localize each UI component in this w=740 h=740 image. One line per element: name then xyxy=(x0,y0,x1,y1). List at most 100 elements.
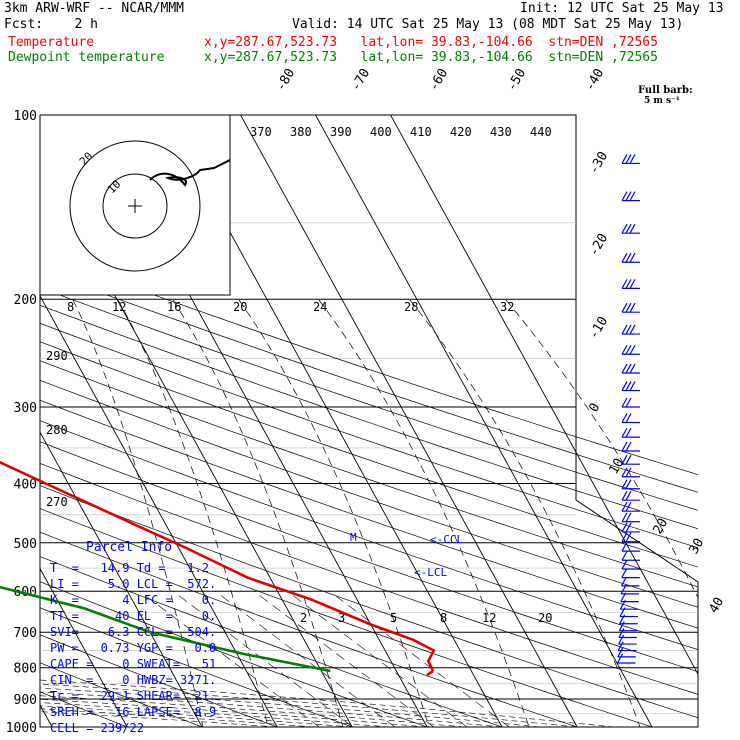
wind-barb-flag xyxy=(621,427,628,438)
wind-barb-flag xyxy=(629,324,636,335)
parcel-info-row: PW = 0.73 YGP = 0.0 xyxy=(50,641,217,655)
speed-curve xyxy=(318,299,530,727)
isotherm-line xyxy=(40,294,278,727)
moist-adiabat xyxy=(40,679,615,727)
pressure-tick-label: 300 xyxy=(14,401,37,416)
temperature-location: x,y=287.67,523.73 lat,lon= 39.83,-104.66… xyxy=(204,35,658,50)
skewt-temp-label: 40 xyxy=(706,595,727,616)
wind-barb-flag xyxy=(625,532,632,542)
dry-adiabat xyxy=(40,556,503,727)
wind-barb-flag xyxy=(629,302,636,313)
skewt-temp-label: -40 xyxy=(582,66,607,94)
wind-barb-flag xyxy=(625,397,632,408)
wind-barb-flag xyxy=(620,592,627,602)
wind-barb-flag xyxy=(621,154,628,164)
wind-barb-flag xyxy=(629,363,636,374)
wind-barb-flag xyxy=(618,634,625,645)
speed-curve xyxy=(72,299,204,727)
dry-adiabat xyxy=(40,253,698,475)
parcel-info-row: SREH = 16 LAPSE= 8.9 xyxy=(50,705,217,719)
wind-barb-flag xyxy=(621,559,628,570)
mixing-ratio-label: 3 xyxy=(338,611,345,625)
wind-barb-flag xyxy=(629,279,636,289)
wind-barb-flag xyxy=(625,344,632,355)
theta-label: 410 xyxy=(410,125,432,139)
wind-barb-flag xyxy=(621,324,628,335)
speed-curve xyxy=(238,299,430,727)
wind-barb-flag xyxy=(625,427,632,438)
wind-barb-flag xyxy=(621,413,628,423)
wind-barb-flag xyxy=(625,279,632,289)
wind-barb-flag xyxy=(629,381,636,391)
wind-barb-flag xyxy=(625,490,632,501)
wind-barb-flag xyxy=(629,252,636,263)
parcel-info-row: K = 4 LFC = 0. xyxy=(50,593,217,607)
diagram-grid xyxy=(39,114,699,728)
ccl-marker: <-CCL xyxy=(430,533,463,546)
skewt-temp-label: 0 xyxy=(586,401,603,415)
skewt-temp-label: -50 xyxy=(504,66,529,94)
wind-barb-flag xyxy=(621,568,628,578)
hodograph-trace xyxy=(149,159,231,187)
wind-barb-flag xyxy=(619,607,626,617)
skewt-temp-label: -80 xyxy=(273,66,298,94)
parcel-info-row: Tc = 29.1 SHEAR= 21. xyxy=(50,689,217,703)
theta-label: 420 xyxy=(450,125,472,139)
parcel-info-row: T = 14.9 Td = 1.2 xyxy=(50,561,209,575)
full-barb-units: 5 m s⁻¹ xyxy=(644,96,680,106)
wind-barb-flag xyxy=(617,647,624,658)
hodo-ring-outer xyxy=(69,140,201,272)
dry-adiabat xyxy=(40,360,698,588)
wind-barb-flag xyxy=(621,490,628,501)
wind-barbs xyxy=(616,154,640,664)
hodo-speed-label: 20 xyxy=(233,300,247,314)
skewt-temp-label: -70 xyxy=(348,66,373,94)
sounding-traces xyxy=(0,460,436,677)
wind-barb-flag xyxy=(625,512,632,523)
pressure-tick-label: 400 xyxy=(14,477,37,492)
wind-barb-flag xyxy=(621,223,628,234)
wind-barb-flag xyxy=(621,252,628,263)
mixing-ratio-line xyxy=(139,590,320,727)
pressure-tick-label: 700 xyxy=(14,626,37,641)
mixing-ratio-line xyxy=(215,590,396,727)
parcel-info-row: SVI= 6.3 CCL = 504. xyxy=(50,625,217,639)
wind-barb-flag xyxy=(616,653,624,664)
speed-curve xyxy=(117,299,269,727)
wind-barb-flag xyxy=(621,467,628,478)
wind-barb-flag xyxy=(621,522,628,533)
temperature-trace xyxy=(0,460,436,672)
dry-adiabat xyxy=(40,607,353,727)
wind-barb-flag xyxy=(625,154,632,164)
isotherm-group xyxy=(40,115,698,727)
wind-barb-flag xyxy=(621,512,628,523)
wind-barb-flag xyxy=(619,599,626,610)
wind-barb-flag xyxy=(621,532,628,542)
dewpoint-label: Dewpoint temperature xyxy=(8,50,165,65)
skewt-temp-label: 20 xyxy=(650,516,671,537)
hodo-ring-inner xyxy=(102,173,168,239)
moist-adiabat xyxy=(40,683,578,727)
wind-barb-flag xyxy=(621,441,628,452)
isotherm-line xyxy=(315,115,653,727)
isotherm-line xyxy=(390,115,698,675)
parcel-info-title: Parcel Info xyxy=(86,540,173,555)
dry-adiabat xyxy=(40,379,698,608)
hodo-speed-label: 28 xyxy=(404,300,418,314)
speed-curve xyxy=(505,299,698,599)
parcel-info-row: CELL = 239/22 xyxy=(50,721,144,735)
wind-barb-flag xyxy=(625,223,632,234)
pressure-tick-label: 100 xyxy=(14,109,37,124)
wind-barb-flag xyxy=(618,621,625,631)
hodo-speed-label: 32 xyxy=(500,300,514,314)
mixing-ratio-label: 2 xyxy=(300,611,307,625)
wind-barb-flag xyxy=(621,302,628,313)
isotherm-line xyxy=(40,567,128,727)
init-time: Init: 12 UTC Sat 25 May 13 xyxy=(520,1,724,16)
dry-adiabat xyxy=(40,485,698,719)
dewpoint-trace xyxy=(0,585,331,673)
theta-low-label: 270 xyxy=(46,495,68,509)
isotherm-line xyxy=(40,431,203,727)
